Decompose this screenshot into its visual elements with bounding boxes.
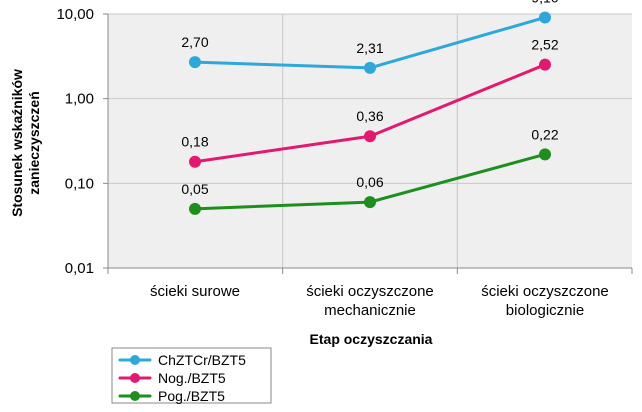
y-tick-label: 1,00 (65, 91, 94, 108)
legend-label: Nog./BZT5 (158, 370, 226, 386)
data-label: 0,36 (356, 108, 383, 124)
data-label: 2,52 (531, 37, 558, 53)
data-label: 0,22 (531, 126, 558, 142)
y-axis-title-line: Stosunek wskaźników (9, 69, 25, 217)
data-label: 2,70 (181, 34, 208, 50)
y-tick-label: 0,10 (65, 175, 94, 192)
legend-label: ChZTCr/BZT5 (158, 352, 246, 368)
x-category-label-line: ścieki oczyszczone (306, 283, 434, 300)
legend-marker (130, 391, 140, 401)
x-category-label: ścieki surowe (150, 283, 240, 300)
legend-layer: ChZTCr/BZT5 Nog./BZT5 Pog./BZT5 (111, 347, 272, 404)
data-point (539, 148, 551, 161)
x-category-label-line: mechanicznie (324, 302, 416, 319)
x-category-label: ścieki oczyszczone biologicznie (481, 283, 609, 319)
x-category-label-line: biologicznie (506, 302, 584, 319)
axis-layer: 0,01 0,10 1,00 10,00 ścieki surowe ścieki ocz… (9, 6, 633, 347)
data-point (539, 11, 551, 24)
data-point (189, 155, 201, 168)
data-point (364, 61, 376, 74)
y-axis-title: Stosunek wskaźnikówzanieczyszczeń (9, 69, 42, 217)
data-label: 0,05 (181, 181, 208, 197)
x-category-label-line: ścieki oczyszczone (481, 283, 609, 300)
y-axis-title-line: zanieczyszczeń (26, 91, 42, 195)
data-label: 0,06 (356, 174, 383, 190)
data-point (364, 130, 376, 143)
y-tick-label: 0,01 (65, 260, 94, 277)
legend-marker (130, 355, 140, 365)
label-layer: 2,70 2,31 9,10 0,18 0,36 2,52 0,05 0,06 0,22 (181, 0, 558, 197)
data-point (364, 196, 376, 209)
legend-marker (130, 373, 140, 383)
x-category-label: ścieki oczyszczone mechanicznie (306, 283, 434, 319)
series-layer (189, 11, 551, 215)
legend-label: Pog./BZT5 (158, 388, 225, 404)
x-axis-title: Etap oczyszczania (310, 331, 433, 347)
y-tick-label: 10,00 (56, 6, 94, 23)
data-label: 9,10 (531, 0, 558, 5)
data-label: 2,31 (356, 40, 383, 56)
data-label: 0,18 (181, 134, 208, 150)
data-point (189, 56, 201, 69)
data-point (189, 202, 201, 215)
data-point (539, 58, 551, 71)
x-category-label-line: ścieki surowe (150, 283, 240, 300)
